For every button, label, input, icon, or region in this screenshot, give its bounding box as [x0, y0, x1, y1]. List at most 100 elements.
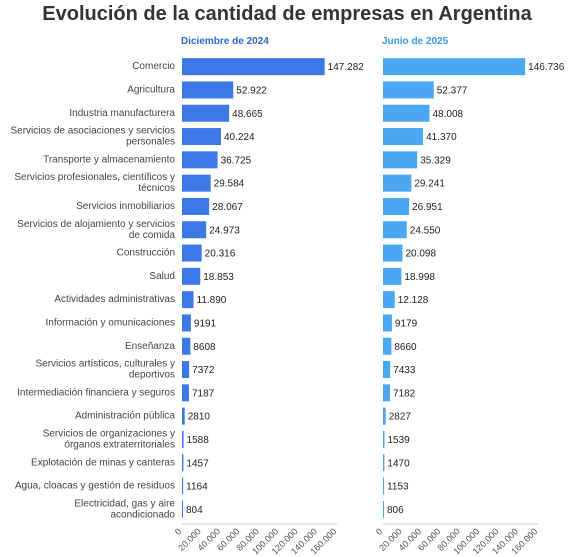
category-label-line: Servicios de asociaciones y servicios	[10, 126, 175, 137]
bar-dic-2024	[182, 500, 183, 518]
bar-jun-2025	[383, 174, 412, 192]
category-label-line: Servicios de alojamiento y servicios	[17, 219, 175, 230]
bar-jun-2025	[383, 81, 434, 99]
bar-jun-2025	[383, 454, 385, 472]
value-label-jun-2025: 7182	[393, 388, 416, 399]
bar-dic-2024	[182, 384, 189, 402]
value-label-jun-2025: 2827	[389, 412, 412, 423]
bar-jun-2025	[383, 197, 410, 215]
chart-title: Evolución de la cantidad de empresas en …	[42, 3, 532, 25]
category-label: Servicios de asociaciones y servicios per…	[10, 126, 175, 148]
category-label: Enseñanza	[125, 341, 175, 352]
bar-jun-2025	[383, 221, 407, 239]
category-label: Servicios inmobiliarios	[76, 201, 175, 212]
bar-jun-2025	[383, 500, 384, 518]
bar-jun-2025	[383, 384, 390, 402]
bar-jun-2025	[383, 104, 430, 122]
value-label-jun-2025: 1153	[387, 482, 409, 493]
category-label-line: Servicios profesionales, científicos y	[14, 172, 175, 183]
value-label-jun-2025: 26.951	[412, 202, 443, 213]
value-label-jun-2025: 48.008	[433, 109, 464, 120]
value-label-dic-2024: 7372	[192, 365, 215, 376]
bar-dic-2024	[182, 477, 184, 495]
value-label-jun-2025: 29.241	[414, 179, 445, 190]
bar-dic-2024	[182, 454, 184, 472]
category-label: Servicios artísticos, culturales y deport…	[36, 359, 176, 381]
category-label-line: órganos extraterritoriales	[64, 439, 175, 450]
value-label-dic-2024: 18.853	[203, 272, 234, 283]
category-label-line: personales	[126, 137, 175, 148]
bar-dic-2024	[182, 81, 234, 99]
value-label-jun-2025: 18.998	[404, 272, 435, 283]
bar-jun-2025	[383, 244, 403, 262]
category-label: Explotación de minas y canteras	[31, 457, 175, 468]
category-label-line: Servicios artísticos, culturales y	[36, 359, 176, 370]
category-label: Transporte y almacenamiento	[43, 154, 175, 165]
x-tick-label-jun-2025: 0	[374, 526, 385, 537]
value-label-jun-2025: 20.098	[405, 249, 436, 260]
category-label: Información y omunicaciones	[45, 317, 175, 328]
bar-dic-2024	[182, 314, 191, 332]
value-label-jun-2025: 9179	[395, 318, 418, 329]
value-label-jun-2025: 7433	[393, 365, 416, 376]
value-label-jun-2025: 35.329	[420, 155, 451, 166]
bar-jun-2025	[383, 407, 386, 425]
bar-dic-2024	[182, 291, 194, 309]
value-label-dic-2024: 36.725	[221, 155, 252, 166]
value-label-dic-2024: 20.316	[205, 249, 236, 260]
value-label-jun-2025: 146.736	[528, 62, 565, 73]
category-label-line: deportivos	[129, 370, 175, 381]
value-label-jun-2025: 12.128	[398, 295, 429, 306]
category-label-line: Servicios de organizaciones y	[43, 428, 175, 439]
bar-jun-2025	[383, 430, 385, 448]
bar-dic-2024	[182, 197, 210, 215]
bar-jun-2025	[383, 477, 385, 495]
category-label-line: Transporte y almacenamiento	[43, 154, 175, 165]
value-label-dic-2024: 8608	[193, 342, 216, 353]
category-label: Salud	[149, 271, 175, 282]
bar-dic-2024	[182, 337, 191, 355]
value-label-dic-2024: 2810	[188, 412, 211, 423]
category-label: Administración pública	[75, 411, 175, 422]
value-label-dic-2024: 48.665	[232, 109, 263, 120]
category-label-line: Construcción	[117, 248, 175, 259]
category-label: Comercio	[132, 61, 175, 72]
bar-dic-2024	[182, 58, 325, 76]
panel-title-dic-2024: Diciembre de 2024	[181, 36, 269, 47]
category-label: Agua, cloacas y gestión de residuos	[15, 481, 175, 492]
bar-jun-2025	[383, 291, 395, 309]
value-label-jun-2025: 24.550	[410, 225, 441, 236]
category-label: Servicios profesionales, científicos y té…	[14, 172, 175, 194]
value-label-jun-2025: 1470	[387, 458, 410, 469]
bar-jun-2025	[383, 314, 392, 332]
x-tick-label-dic-2024: 0	[173, 526, 184, 537]
value-label-dic-2024: 804	[186, 505, 203, 516]
bar-dic-2024	[182, 128, 221, 146]
category-label-line: Industria manufacturera	[69, 108, 175, 119]
bar-dic-2024	[182, 244, 202, 262]
category-label-line: Agua, cloacas y gestión de residuos	[15, 481, 175, 492]
category-label: Servicios de organizaciones y órganos ext…	[43, 428, 175, 450]
value-label-dic-2024: 29.584	[214, 179, 245, 190]
value-label-dic-2024: 1457	[186, 458, 209, 469]
category-label-line: Actividades administrativas	[54, 294, 175, 305]
category-label-line: Explotación de minas y canteras	[31, 457, 175, 468]
category-label-line: Electricidad, gas y aire	[74, 498, 175, 509]
category-label-line: Enseñanza	[125, 341, 175, 352]
value-label-jun-2025: 1539	[387, 435, 410, 446]
category-label-line: Información y omunicaciones	[45, 317, 175, 328]
value-label-dic-2024: 147.282	[328, 62, 365, 73]
bar-dic-2024	[182, 174, 211, 192]
category-label: Intermediación financiera y seguros	[17, 387, 175, 398]
value-label-dic-2024: 7187	[192, 388, 215, 399]
value-label-jun-2025: 806	[387, 505, 404, 516]
value-label-jun-2025: 52.377	[437, 85, 468, 96]
category-label-line: Comercio	[132, 61, 175, 72]
bar-dic-2024	[182, 267, 201, 285]
bar-dic-2024	[182, 407, 185, 425]
panel-title-jun-2025: Junio de 2025	[382, 36, 449, 47]
value-label-dic-2024: 1164	[186, 482, 208, 493]
bar-jun-2025	[383, 361, 391, 379]
bar-jun-2025	[383, 128, 424, 146]
